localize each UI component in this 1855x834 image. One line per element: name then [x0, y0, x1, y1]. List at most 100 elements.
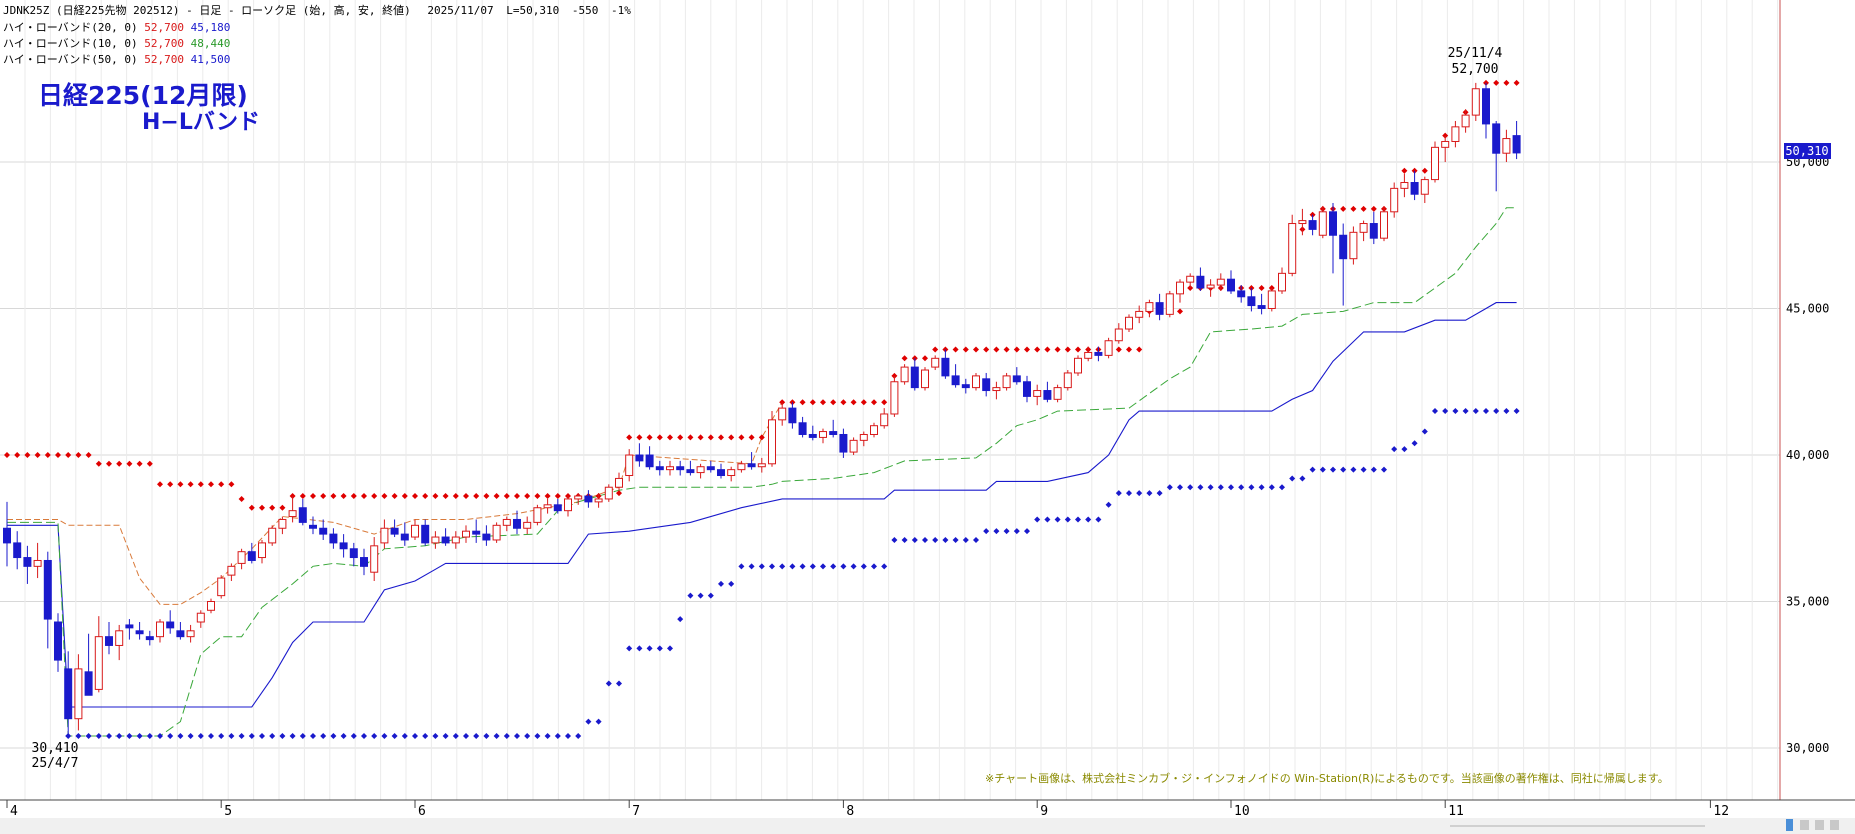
- band50-lower-dot: [850, 563, 857, 570]
- candle-body-up: [1125, 316, 1133, 330]
- x-tick-label: 10: [1234, 804, 1250, 819]
- band50-upper-dot: [973, 346, 979, 353]
- band50-lower-dot: [1309, 466, 1316, 473]
- band50-upper-dot: [361, 493, 367, 500]
- zoom-in-button[interactable]: [1815, 820, 1824, 830]
- band50-upper-dot: [646, 434, 653, 441]
- band50-lower-dot: [432, 732, 439, 739]
- candle-body-up: [217, 577, 226, 597]
- candle-body-down: [1257, 305, 1266, 310]
- band50-upper-dot: [1044, 346, 1051, 353]
- band50-upper-dot: [707, 434, 714, 441]
- band50-upper-dot: [1054, 346, 1061, 353]
- band50-lower-dot: [422, 732, 429, 739]
- band50-upper-dot: [677, 434, 684, 441]
- band50-lower-dot: [452, 732, 459, 739]
- candle-body-up: [594, 498, 603, 503]
- candle-body-down: [717, 469, 725, 477]
- candle-body-down: [309, 524, 317, 529]
- legend-entry-50: ハイ・ローバンド(50, 0) 52,700 41,500: [3, 53, 230, 66]
- candle-body-up: [492, 524, 501, 541]
- band50-upper-dot: [422, 493, 429, 500]
- band50-lower-dot: [1381, 466, 1387, 473]
- y-tick-label: 40,000: [1786, 448, 1829, 462]
- x-axis-ticks: 4 5 6 7 8 9 10 11 12: [6, 800, 1729, 819]
- candle-body-down: [982, 378, 991, 392]
- band50-lower-dot: [1044, 516, 1051, 523]
- band50-upper-dot: [310, 493, 316, 500]
- candle-body-up: [278, 518, 287, 529]
- band50-lower-dot: [473, 732, 480, 739]
- band50-upper-dot: [1115, 346, 1122, 353]
- band50-upper-dot: [534, 493, 541, 500]
- candle-body-up: [1063, 372, 1072, 389]
- candle-body-down: [360, 557, 368, 567]
- band50-lower-dot: [463, 732, 469, 739]
- candle-body-up: [1114, 328, 1123, 342]
- band50-upper-dot: [4, 452, 10, 458]
- band50-lower-dot: [534, 732, 541, 739]
- band50-upper-dot: [820, 399, 826, 406]
- band50-upper-dot: [616, 490, 622, 497]
- band50-lower-dot: [983, 528, 990, 535]
- candle-body-up: [33, 559, 42, 567]
- candle-body-down: [166, 621, 175, 629]
- candle-body-up: [778, 407, 787, 421]
- band50-lower-dot: [1299, 475, 1306, 482]
- candle-body-up: [666, 466, 674, 471]
- scrollbar-thumb[interactable]: [1786, 819, 1793, 831]
- band50-lower-dot: [605, 680, 612, 687]
- band20-lower-line: [7, 302, 1517, 708]
- band50-lower-dot: [1421, 428, 1428, 435]
- band50-upper-dot: [116, 460, 123, 467]
- candle-body-up: [1431, 146, 1439, 181]
- candle-body-up: [207, 601, 215, 611]
- band50-upper-dot: [340, 493, 347, 500]
- band50-lower-dot: [840, 563, 847, 570]
- candle-body-up: [268, 527, 277, 544]
- band10-upper-line: [7, 402, 783, 605]
- band50-upper-dot: [14, 452, 21, 458]
- candle-body-up: [727, 469, 736, 477]
- band50-upper-dot: [1360, 205, 1367, 212]
- candle-body-down: [84, 671, 93, 696]
- band50-lower-dot: [320, 732, 327, 739]
- band50-lower-dot: [1452, 408, 1459, 415]
- candle-body-down: [349, 548, 358, 559]
- candle-body-down: [482, 533, 491, 541]
- candle-body-up: [533, 507, 542, 523]
- band50-lower-dot: [1187, 484, 1194, 491]
- band50-lower-dot: [1105, 501, 1112, 508]
- zoom-out-button[interactable]: [1800, 820, 1809, 830]
- candle-body-up: [1420, 179, 1429, 195]
- band50-upper-dot: [1340, 205, 1347, 212]
- band50-lower-dot: [391, 732, 398, 739]
- band50-upper-dot: [728, 434, 735, 441]
- band50-lower-dot: [1483, 408, 1489, 415]
- band50-lower-dot: [922, 536, 928, 543]
- zoom-fit-button[interactable]: [1830, 820, 1839, 830]
- band50-upper-dot: [442, 493, 449, 500]
- band50-upper-dot: [279, 504, 286, 511]
- last-price-value: 50,310: [1785, 144, 1828, 158]
- horizontal-scrollbar[interactable]: [0, 818, 1855, 834]
- band50-lower-dot: [1177, 484, 1183, 491]
- band50-lower-dot: [656, 645, 663, 652]
- band50-lower-dot: [1360, 466, 1367, 473]
- band50-upper-dot: [44, 452, 51, 458]
- band50-lower-dot: [820, 563, 826, 570]
- candle-body-up: [574, 495, 583, 500]
- band50-lower-dot: [779, 563, 786, 570]
- candle-body-up: [462, 530, 470, 538]
- band50-upper-dot: [1503, 79, 1510, 86]
- band50-lower-dot: [85, 732, 92, 739]
- band50-lower-dot: [350, 732, 357, 739]
- band50-upper-dot: [238, 495, 245, 502]
- candle-body-up: [1461, 114, 1470, 128]
- candle-body-up: [186, 630, 195, 638]
- band50-upper-dot: [146, 460, 153, 467]
- band50-lower-dot: [371, 732, 378, 739]
- band50-lower-dot: [157, 732, 163, 739]
- candle-body-down: [1329, 211, 1337, 236]
- candle-body-up: [1267, 290, 1276, 310]
